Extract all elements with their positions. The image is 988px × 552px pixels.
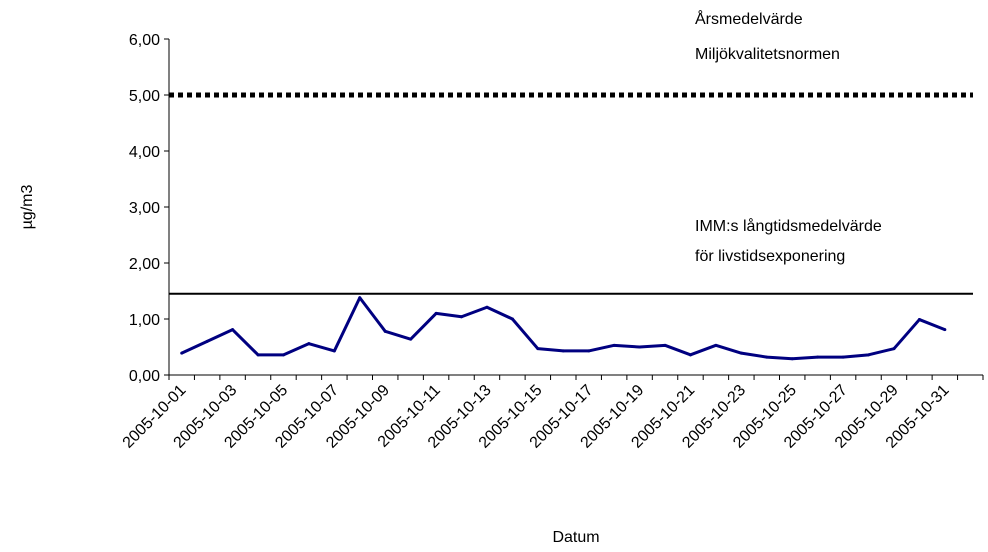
- data-point: [688, 353, 692, 357]
- data-point: [180, 351, 184, 355]
- data-point: [587, 349, 591, 353]
- data-point: [943, 328, 947, 332]
- data-point: [358, 296, 362, 300]
- data-point: [790, 357, 794, 361]
- data-point: [739, 351, 743, 355]
- y-tick-label: 5,00: [129, 88, 160, 105]
- data-point: [231, 328, 235, 332]
- data-point: [536, 347, 540, 351]
- y-axis-title: µg/m3: [19, 185, 36, 230]
- data-point: [612, 343, 616, 347]
- data-point: [510, 317, 514, 321]
- series-group: [180, 296, 947, 361]
- x-axis-title: Datum: [552, 529, 599, 546]
- reference-line-label: för livstidsexponering: [695, 248, 845, 265]
- data-point: [256, 353, 260, 357]
- data-point: [892, 347, 896, 351]
- data-point: [434, 311, 438, 315]
- data-point: [638, 345, 642, 349]
- reference-line-label: Årsmedelvärde: [695, 9, 803, 28]
- y-tick-label: 0,00: [129, 368, 160, 385]
- data-point: [917, 318, 921, 322]
- reference-line-label: Miljökvalitetsnormen: [695, 46, 840, 63]
- data-point: [332, 349, 336, 353]
- data-point: [867, 353, 871, 357]
- data-point: [205, 339, 209, 343]
- labels: 0,001,002,003,004,005,006,002005-10-0120…: [19, 9, 953, 546]
- data-point: [383, 329, 387, 333]
- data-point: [307, 342, 311, 346]
- reference-lines: [169, 92, 973, 295]
- data-point: [281, 353, 285, 357]
- data-point: [841, 355, 845, 359]
- data-point: [485, 305, 489, 309]
- data-point: [663, 343, 667, 347]
- y-tick-label: 3,00: [129, 200, 160, 217]
- reference-line-label: IMM:s långtidsmedelvärde: [695, 217, 882, 235]
- data-point: [765, 355, 769, 359]
- y-tick-label: 6,00: [129, 32, 160, 49]
- data-point: [409, 337, 413, 341]
- y-tick-label: 2,00: [129, 256, 160, 273]
- y-tick-label: 1,00: [129, 312, 160, 329]
- data-point: [816, 355, 820, 359]
- data-point: [561, 349, 565, 353]
- data-point: [460, 315, 464, 319]
- y-tick-label: 4,00: [129, 144, 160, 161]
- axes: [164, 38, 984, 380]
- data-point: [714, 343, 718, 347]
